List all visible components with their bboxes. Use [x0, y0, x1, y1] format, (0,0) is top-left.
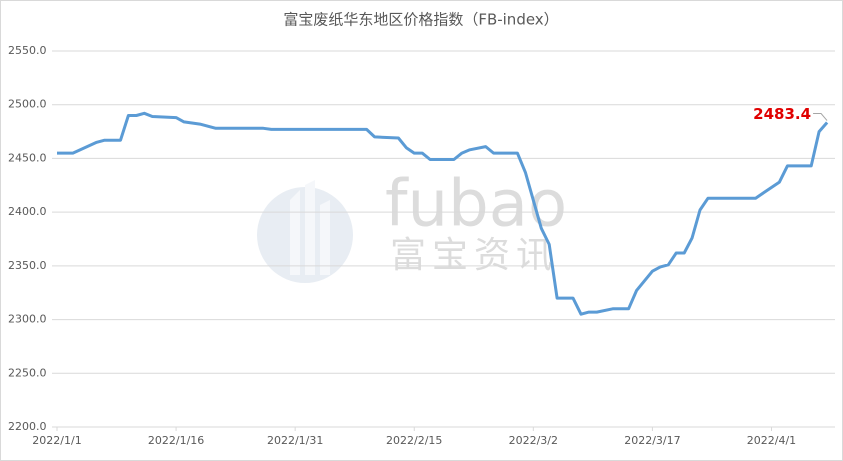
data-label: 2483.4 [753, 105, 811, 123]
watermark: fubao 富宝资讯 [257, 168, 567, 283]
line-series [57, 111, 829, 316]
watermark-logo-bars [290, 180, 330, 275]
x-tick-label: 2022/1/16 [148, 434, 204, 447]
y-tick-label: 2300.0 [8, 313, 47, 326]
x-tick-label: 2022/1/1 [32, 434, 81, 447]
y-tick-label: 2450.0 [8, 151, 47, 164]
label-leader [813, 113, 828, 121]
y-tick-label: 2550.0 [8, 44, 47, 57]
y-tick-label: 2400.0 [8, 205, 47, 218]
y-tick-label: 2200.0 [8, 420, 47, 433]
watermark-brand: fubao [385, 168, 567, 242]
chart-title: 富宝废纸华东地区价格指数（FB-index） [283, 11, 558, 29]
x-tick-label: 2022/3/17 [624, 434, 680, 447]
x-tick-label: 2022/1/31 [267, 434, 323, 447]
watermark-brand-cn: 富宝资讯 [390, 235, 558, 276]
x-tick-label: 2022/3/2 [509, 434, 558, 447]
y-tick-label: 2350.0 [8, 259, 47, 272]
y-tick-label: 2250.0 [8, 366, 47, 379]
x-tick-label: 2022/2/15 [386, 434, 442, 447]
x-tick-label: 2022/4/1 [747, 434, 796, 447]
y-tick-label: 2500.0 [8, 98, 47, 111]
